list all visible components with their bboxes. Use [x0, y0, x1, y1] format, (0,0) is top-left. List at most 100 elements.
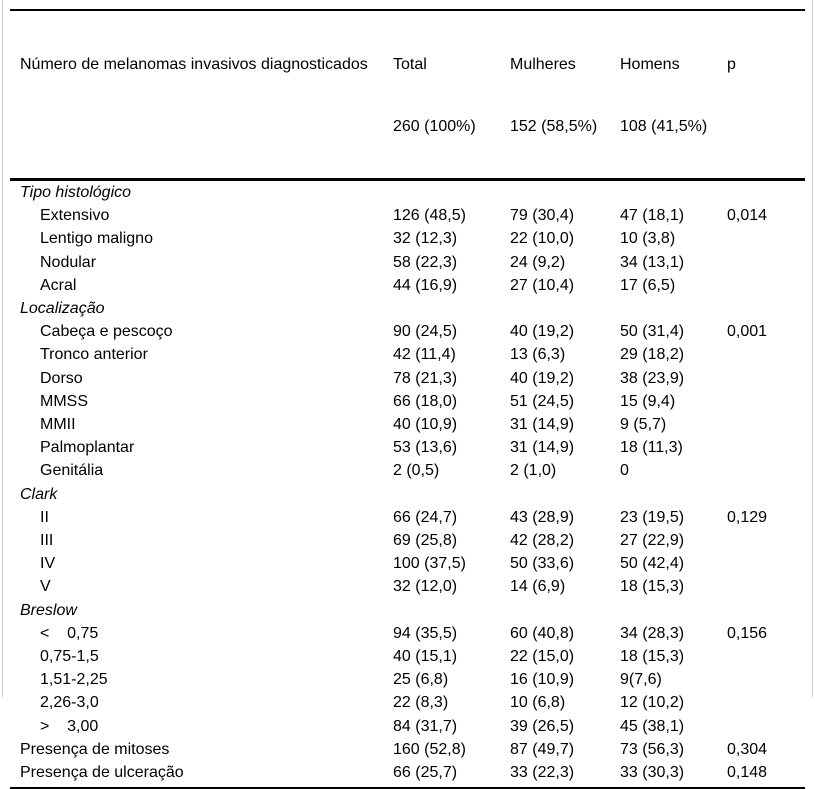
table-row-section: Clark: [10, 483, 805, 506]
cell-total: 126 (48,5): [393, 207, 466, 225]
cell-p: [727, 599, 805, 622]
table-row: Lentigo maligno 32 (12,3) 22 (10,0) 10 (…: [10, 227, 805, 250]
row-label: Acral: [40, 276, 77, 294]
table-row: Palmoplantar 53 (13,6) 31 (14,9) 18 (11,…: [10, 436, 805, 459]
table-row: Acral 44 (16,9) 27 (10,4) 17 (6,5): [10, 274, 805, 297]
row-label: IV: [40, 555, 56, 573]
table-row: 0,75-1,5 40 (15,1) 22 (15,0) 18 (15,3): [10, 645, 805, 668]
table-row: 1,51-2,25 25 (6,8) 16 (10,9) 9(7,6): [10, 668, 805, 691]
cell-mulheres: 27 (10,4): [510, 276, 575, 294]
cell-total: 90 (24,5): [393, 323, 458, 341]
cell-mulheres: 40 (19,2): [510, 369, 575, 387]
cell-total: 94 (35,5): [393, 624, 458, 642]
cell-total: 44 (16,9): [393, 276, 458, 294]
cell-homens: 18 (11,3): [620, 439, 683, 457]
cell-total: 160 (52,8): [393, 740, 466, 758]
cell-homens: 15 (9,4): [620, 392, 676, 410]
table-header: Número de melanomas invasivos diagnostic…: [10, 10, 805, 181]
cell-p: [727, 251, 805, 274]
cell-mulheres: 31 (14,9): [510, 416, 575, 434]
cell-mulheres: [510, 180, 620, 205]
cell-p: [727, 645, 805, 668]
cell-p: [727, 459, 805, 482]
row-label: > 3,00: [40, 717, 99, 735]
row-label: Presença de ulceração: [20, 764, 184, 782]
cell-homens: 9(7,6): [620, 671, 662, 689]
header-col-total: Total 260 (100%): [393, 10, 510, 181]
cell-p: [727, 180, 805, 205]
cell-homens: 73 (56,3): [620, 740, 685, 758]
cell-p: [727, 668, 805, 691]
cell-p: 0,014: [727, 207, 768, 225]
cell-mulheres: 79 (30,4): [510, 207, 575, 225]
cell-homens: 33 (30,3): [620, 764, 685, 782]
cell-homens: 27 (22,9): [620, 532, 685, 550]
cell-homens: 45 (38,1): [620, 717, 685, 735]
table-row: Presença de mitoses 160 (52,8) 87 (49,7)…: [10, 738, 805, 761]
cell-p: [727, 390, 805, 413]
cell-homens: 9 (5,7): [620, 416, 667, 434]
cell-mulheres: 14 (6,9): [510, 578, 566, 596]
row-label: 2,26-3,0: [40, 694, 99, 712]
cell-p: 0,129: [727, 508, 768, 526]
cell-p: [727, 413, 805, 436]
cell-mulheres: 22 (10,0): [510, 230, 575, 248]
table-row-section: Tipo histológico: [10, 180, 805, 205]
table-row: Presença de ulceração 66 (25,7) 33 (22,3…: [10, 761, 805, 788]
cell-mulheres: 40 (19,2): [510, 323, 575, 341]
cell-homens: [620, 599, 727, 622]
cell-total: 84 (31,7): [393, 717, 458, 735]
cell-total: 100 (37,5): [393, 555, 466, 573]
cell-homens: 50 (31,4): [620, 323, 685, 341]
header-col-title: p: [727, 56, 736, 73]
header-col-subtitle: 260 (100%): [393, 118, 476, 135]
row-label: III: [40, 532, 54, 550]
cell-mulheres: 31 (14,9): [510, 439, 575, 457]
row-label: < 0,75: [40, 624, 99, 642]
cell-homens: 23 (19,5): [620, 508, 685, 526]
header-label-text: Número de melanomas invasivos diagnostic…: [20, 56, 368, 73]
cell-mulheres: [510, 483, 620, 506]
cell-mulheres: [510, 297, 620, 320]
cell-homens: 18 (15,3): [620, 648, 685, 666]
cell-homens: 10 (3,8): [620, 230, 676, 248]
row-label: Extensivo: [40, 207, 110, 225]
row-label: MMII: [40, 416, 76, 434]
row-label: MMSS: [40, 392, 88, 410]
cell-mulheres: 60 (40,8): [510, 624, 575, 642]
table-row: IV 100 (37,5) 50 (33,6) 50 (42,4): [10, 552, 805, 575]
row-label: V: [40, 578, 51, 596]
table-row: Genitália 2 (0,5) 2 (1,0) 0: [10, 459, 805, 482]
cell-p: [727, 367, 805, 390]
row-label: Cabeça e pescoço: [40, 323, 173, 341]
row-label: Tipo histológico: [20, 184, 132, 201]
cell-mulheres: 39 (26,5): [510, 717, 575, 735]
cell-mulheres: 51 (24,5): [510, 392, 575, 410]
cell-homens: 34 (13,1): [620, 253, 685, 271]
cell-p: [727, 343, 805, 366]
cell-p: [727, 691, 805, 714]
table-row: Dorso 78 (21,3) 40 (19,2) 38 (23,9): [10, 367, 805, 390]
melanoma-stats-table: Número de melanomas invasivos diagnostic…: [10, 9, 805, 789]
row-label: 1,51-2,25: [40, 671, 108, 689]
cell-homens: 29 (18,2): [620, 346, 685, 364]
cell-p: [727, 529, 805, 552]
table-row: II 66 (24,7) 43 (28,9) 23 (19,5) 0,129: [10, 506, 805, 529]
cell-p: [727, 274, 805, 297]
cell-total: 69 (25,8): [393, 532, 458, 550]
row-label: Nodular: [40, 253, 97, 271]
cell-p: 0,156: [727, 624, 768, 642]
cell-mulheres: 2 (1,0): [510, 462, 557, 480]
cell-homens: 38 (23,9): [620, 369, 685, 387]
cell-total: 32 (12,0): [393, 578, 458, 596]
cell-mulheres: 33 (22,3): [510, 764, 575, 782]
cell-total: 66 (18,0): [393, 392, 458, 410]
table-row: Extensivo 126 (48,5) 79 (30,4) 47 (18,1)…: [10, 204, 805, 227]
cell-total: 53 (13,6): [393, 439, 458, 457]
cell-total: 22 (8,3): [393, 694, 449, 712]
table-row: V 32 (12,0) 14 (6,9) 18 (15,3): [10, 575, 805, 598]
table-row: MMII 40 (10,9) 31 (14,9) 9 (5,7): [10, 413, 805, 436]
cell-total: 32 (12,3): [393, 230, 458, 248]
row-label: Localização: [20, 300, 105, 318]
